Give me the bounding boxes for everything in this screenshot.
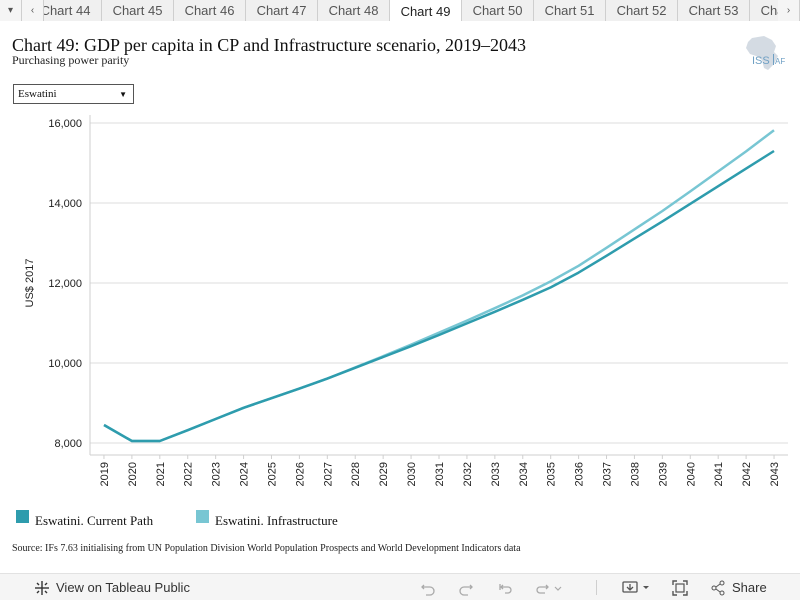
x-tick-label: 2032 — [462, 462, 474, 486]
redo-icon — [459, 584, 473, 596]
source-note: Source: IFs 7.63 initialising from UN Po… — [12, 543, 521, 554]
revert-icon — [499, 583, 512, 594]
y-tick-label: 14,000 — [48, 198, 82, 210]
chevron-down-icon: ▼ — [119, 90, 127, 99]
country-filter-value: Eswatini — [18, 88, 57, 100]
legend-item-infrastructure[interactable]: Eswatini. Infrastructure — [196, 508, 338, 528]
tab-chart-47[interactable]: Chart 47 — [246, 0, 318, 21]
x-tick-label: 2023 — [211, 462, 223, 486]
x-tick-label: 2033 — [490, 462, 502, 486]
x-tick-label: 2038 — [629, 462, 641, 486]
y-tick-label: 8,000 — [54, 438, 82, 450]
country-filter-dropdown[interactable]: Eswatini ▼ — [13, 84, 134, 104]
tab-chart-45[interactable]: Chart 45 — [102, 0, 174, 21]
x-tick-label: 2037 — [602, 462, 614, 486]
y-tick-label: 12,000 — [48, 278, 82, 290]
x-tick-label: 2042 — [741, 462, 753, 486]
download-button[interactable] — [622, 574, 652, 600]
logo-text-2: AF — [775, 57, 785, 66]
page-title: Chart 49: GDP per capita in CP and Infra… — [12, 35, 527, 55]
share-button[interactable]: Share — [710, 574, 767, 600]
tab-chart-52[interactable]: Chart 52 — [606, 0, 678, 21]
download-icon — [622, 580, 649, 593]
x-tick-label: 2029 — [378, 462, 390, 486]
x-tick-label: 2039 — [657, 462, 669, 486]
x-tick-label: 2036 — [574, 462, 586, 486]
tab-chart-48[interactable]: Chart 48 — [318, 0, 390, 21]
x-tick-label: 2030 — [406, 462, 418, 486]
series-line-infrastructure[interactable] — [103, 129, 775, 443]
y-tick-label: 10,000 — [48, 358, 82, 370]
x-tick-label: 2031 — [434, 462, 446, 486]
iss-africa-logo: ISS AF — [746, 36, 785, 70]
toolbar-divider — [596, 580, 597, 595]
x-tick-label: 2027 — [322, 462, 334, 486]
chart-series — [103, 129, 775, 443]
tab-chart-51[interactable]: Chart 51 — [534, 0, 606, 21]
x-tick-label: 2019 — [99, 462, 111, 486]
x-tick-label: 2028 — [350, 462, 362, 486]
x-tick-label: 2026 — [294, 462, 306, 486]
x-tick-label: 2040 — [685, 462, 697, 486]
chart-grid — [90, 122, 788, 444]
tableau-logo-icon — [35, 580, 49, 595]
refresh-button[interactable] — [536, 574, 562, 600]
tab-chart-53[interactable]: Chart 53 — [678, 0, 750, 21]
x-tick-label: 2020 — [127, 462, 139, 486]
undo-button[interactable] — [420, 574, 436, 600]
revert-button[interactable] — [498, 574, 514, 600]
fullscreen-icon — [672, 579, 688, 596]
tab-chart-50[interactable]: Chart 50 — [462, 0, 534, 21]
view-on-tableau-label: View on Tableau Public — [56, 580, 190, 595]
x-tick-label: 2035 — [546, 462, 558, 486]
legend-label: Eswatini. Infrastructure — [215, 513, 338, 528]
tab-chart-46[interactable]: Chart 46 — [174, 0, 246, 21]
tab-strip: ▾ ‹ Chart 44 Chart 45 Chart 46 Chart 47 Char… — [0, 0, 800, 21]
series-line-current-path[interactable] — [103, 149, 775, 443]
legend-swatch — [196, 509, 209, 523]
fullscreen-button[interactable] — [672, 574, 688, 600]
page-subtitle: Purchasing power parity — [12, 53, 130, 67]
logo-text: ISS — [752, 55, 770, 67]
share-label: Share — [732, 580, 767, 595]
chart-axes — [89, 115, 788, 456]
x-tick-label: 2041 — [713, 462, 725, 486]
x-tick-label: 2021 — [155, 462, 167, 486]
view-on-tableau-button[interactable]: View on Tableau Public — [34, 574, 190, 600]
tab-scroll-left-icon[interactable]: ‹ — [22, 0, 44, 21]
x-tick-label: 2034 — [518, 462, 530, 486]
legend-swatch — [16, 509, 29, 523]
undo-icon — [421, 584, 435, 596]
redo-button[interactable] — [458, 574, 474, 600]
tab-chart-44[interactable]: Chart 44 — [44, 0, 102, 21]
legend-label: Eswatini. Current Path — [35, 513, 154, 528]
x-tick-label: 2024 — [239, 462, 251, 486]
refresh-icon — [536, 584, 562, 594]
x-tick-label: 2022 — [183, 462, 195, 486]
tableau-toolbar: View on Tableau Public Share — [0, 573, 800, 600]
x-axis-ticks: 2019 2020 2021 2022 2023 2024 2025 2026 2027 2028… — [99, 455, 781, 486]
y-axis-ticks: 8,000 10,000 12,000 14,000 16,000 — [48, 118, 82, 450]
x-tick-label: 2025 — [266, 462, 278, 486]
share-icon — [711, 580, 725, 595]
x-tick-label: 2043 — [769, 462, 781, 486]
y-axis-title: US$ 2017 — [24, 259, 36, 308]
tab-chart-49[interactable]: Chart 49 — [390, 0, 462, 21]
legend-item-current-path[interactable]: Eswatini. Current Path — [16, 508, 153, 528]
y-tick-label: 16,000 — [48, 118, 82, 130]
tab-list-dropdown-icon[interactable]: ▾ — [0, 0, 22, 21]
